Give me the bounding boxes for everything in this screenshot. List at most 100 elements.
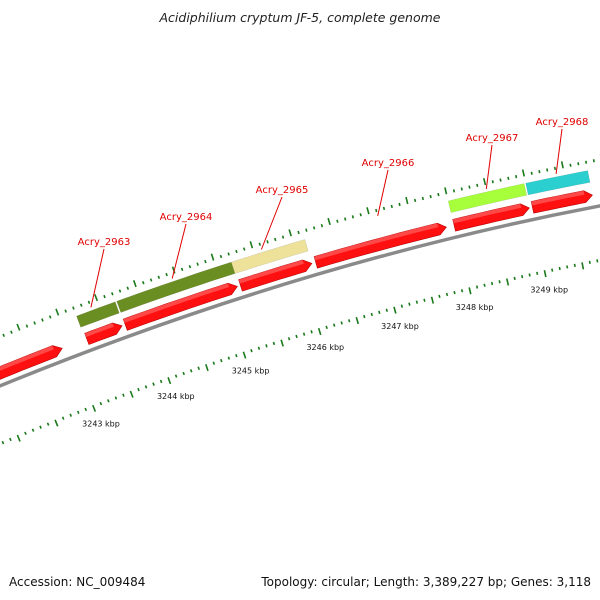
gene-label: Acry_2966: [362, 158, 415, 169]
outer-tick-mark: [55, 308, 60, 316]
cds-arrow-highlight: [531, 190, 585, 206]
outer-tick-mark: [204, 259, 207, 264]
inner-tick-mark: [430, 296, 435, 304]
inner-tick-mark: [475, 285, 479, 289]
outer-tick-mark: [266, 240, 269, 244]
inner-tick-mark: [490, 281, 494, 286]
scale-label: 3243 kbp: [82, 420, 120, 429]
inner-tick-mark: [31, 428, 35, 432]
genome-summary-text: Topology: circular; Length: 3,389,227 bp…: [261, 575, 591, 589]
outer-tick-mark: [452, 189, 456, 193]
inner-tick-mark: [566, 265, 569, 269]
inner-tick-mark: [310, 330, 313, 334]
inner-tick-mark: [122, 393, 125, 397]
gene-leader-line: [260, 196, 283, 250]
outer-tick-mark: [413, 198, 417, 203]
outer-tick-mark: [592, 159, 595, 163]
inner-tick-mark: [69, 413, 72, 417]
scale-label: 3246 kbp: [306, 343, 344, 352]
outer-tick-mark: [429, 194, 432, 199]
cds-feature-ring: [0, 190, 593, 380]
outer-tick-mark: [64, 309, 67, 313]
outer-tick-mark: [219, 254, 223, 259]
outer-tick-mark: [398, 202, 401, 207]
outer-tick-mark: [476, 183, 479, 187]
outer-tick-mark: [483, 178, 487, 186]
inner-tick-mark: [445, 292, 449, 297]
cds-arrow-highlight: [314, 223, 439, 261]
inner-tick-mark: [174, 374, 178, 378]
cds-arrow-highlight: [238, 260, 304, 284]
inner-tick-mark: [333, 323, 336, 327]
gene-feature-ring: [76, 170, 591, 328]
outer-tick-mark: [258, 242, 261, 246]
outer-tick-mark: [359, 213, 362, 217]
outer-tick-mark: [118, 289, 122, 293]
outer-tick-mark: [210, 253, 215, 261]
inner-tick-mark: [528, 273, 531, 277]
inner-tick-mark: [536, 271, 539, 275]
outer-tick-mark: [421, 196, 424, 201]
inner-tick-mark: [250, 349, 253, 353]
cds-arrow: [530, 190, 593, 214]
inner-tick-mark: [257, 346, 261, 350]
outer-tick-mark: [149, 278, 153, 282]
gene-leader-line: [171, 223, 187, 279]
outer-tick-mark: [560, 161, 564, 169]
outer-tick-mark: [491, 180, 494, 184]
inner-tick-mark: [513, 276, 516, 280]
gene-block-olive: [76, 301, 120, 328]
inner-tick-mark: [16, 434, 21, 442]
outer-tick-mark: [521, 169, 525, 177]
outer-tick-mark: [103, 294, 106, 299]
inner-tick-mark: [99, 401, 103, 406]
inner-tick-mark: [235, 353, 238, 358]
outer-tick-mark: [351, 215, 355, 219]
inner-tick-mark: [415, 300, 419, 304]
outer-tick-mark: [507, 176, 510, 180]
outer-tick-mark: [569, 163, 572, 167]
inner-tick-mark: [189, 369, 193, 373]
inner-tick-mark: [363, 314, 366, 319]
inner-tick-mark: [385, 308, 388, 312]
outer-tick-mark: [515, 174, 518, 179]
outer-tick-mark: [132, 280, 137, 288]
inner-tick-mark: [438, 294, 441, 298]
inner-tick-mark: [92, 404, 97, 412]
inner-tick-mark: [317, 327, 322, 336]
inner-tick-mark: [355, 316, 360, 325]
outer-tick-mark: [72, 306, 75, 310]
inner-tick-mark: [129, 390, 134, 398]
cds-arrow-highlight: [0, 345, 54, 371]
scale-label: 3249 kbp: [530, 286, 568, 295]
inner-tick-mark: [581, 262, 585, 270]
outer-tick-mark: [165, 272, 168, 277]
outer-tick-mark: [79, 303, 83, 307]
outer-tick-mark: [235, 249, 238, 254]
inner-tick-mark: [460, 289, 464, 293]
outer-tick-mark: [312, 226, 316, 230]
genome-backbone: [0, 204, 600, 388]
inner-tick-mark: [506, 278, 510, 286]
inner-tick-mark: [423, 298, 426, 302]
inner-tick-mark: [227, 356, 231, 360]
gene-leader-line: [90, 248, 105, 308]
outer-tick-mark: [305, 228, 308, 232]
gene-label-group: Acry_2963 Acry_2964 Acry_2965 Acry_2966 Acry…: [78, 117, 588, 308]
inner-tick-mark: [453, 290, 456, 295]
outer-tick-mark: [48, 315, 52, 319]
inner-tick-mark: [1, 440, 5, 445]
gene-block-cyan: [525, 170, 591, 196]
inner-tick-mark: [378, 310, 381, 315]
inner-tick-mark: [348, 319, 351, 323]
inner-tick-mark: [558, 266, 561, 271]
outer-tick-mark: [249, 241, 254, 249]
outer-tick-mark: [288, 229, 292, 237]
cds-arrow: [452, 203, 530, 232]
gene-leader-line: [555, 128, 563, 174]
outer-tick-mark: [297, 230, 300, 235]
inner-tick-mark: [408, 302, 411, 306]
outer-tick-mark: [180, 267, 184, 272]
inner-tick-mark: [220, 358, 223, 363]
